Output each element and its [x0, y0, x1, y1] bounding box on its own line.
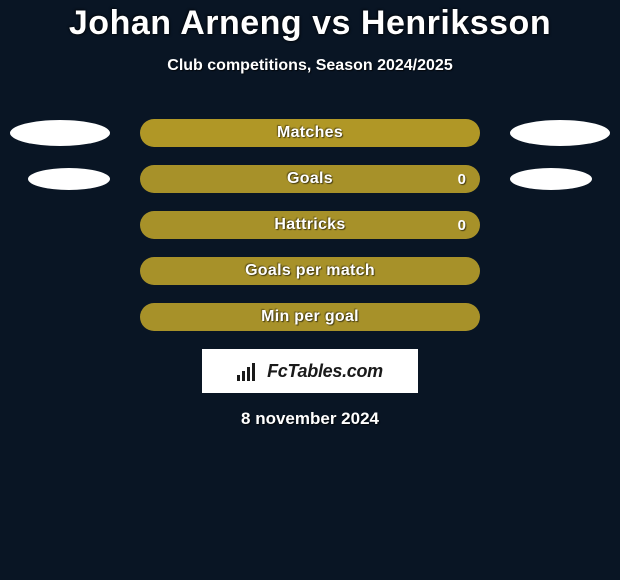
brand-badge: FcTables.com [202, 349, 418, 393]
stat-rows: Matches Goals 0 Hattricks 0 Goals per match Mi… [0, 119, 620, 331]
stat-bar: Min per goal [140, 303, 480, 331]
stat-row: Min per goal [0, 303, 620, 331]
stat-row: Goals per match [0, 257, 620, 285]
stat-row: Hattricks 0 [0, 211, 620, 239]
stat-bar: Hattricks 0 [140, 211, 480, 239]
bar-chart-icon [237, 361, 261, 381]
page-title: Johan Arneng vs Henriksson [0, 4, 620, 43]
brand-label: FcTables.com [267, 361, 383, 382]
player-right-bubble [510, 168, 592, 190]
player-right-bubble [510, 120, 610, 146]
stat-row: Matches [0, 119, 620, 147]
stat-value-right: 0 [458, 171, 466, 188]
stat-label: Goals per match [245, 262, 375, 280]
stat-row: Goals 0 [0, 165, 620, 193]
stat-label: Min per goal [261, 308, 359, 326]
player-left-bubble [28, 168, 110, 190]
page-subtitle: Club competitions, Season 2024/2025 [0, 57, 620, 75]
stat-label: Hattricks [274, 216, 345, 234]
comparison-panel: Johan Arneng vs Henriksson Club competit… [0, 0, 620, 429]
date-label: 8 november 2024 [0, 409, 620, 429]
stat-label: Goals [287, 170, 333, 188]
stat-value-right: 0 [458, 217, 466, 234]
player-left-bubble [10, 120, 110, 146]
stat-bar: Matches [140, 119, 480, 147]
stat-bar: Goals 0 [140, 165, 480, 193]
stat-label: Matches [277, 124, 343, 142]
stat-bar: Goals per match [140, 257, 480, 285]
